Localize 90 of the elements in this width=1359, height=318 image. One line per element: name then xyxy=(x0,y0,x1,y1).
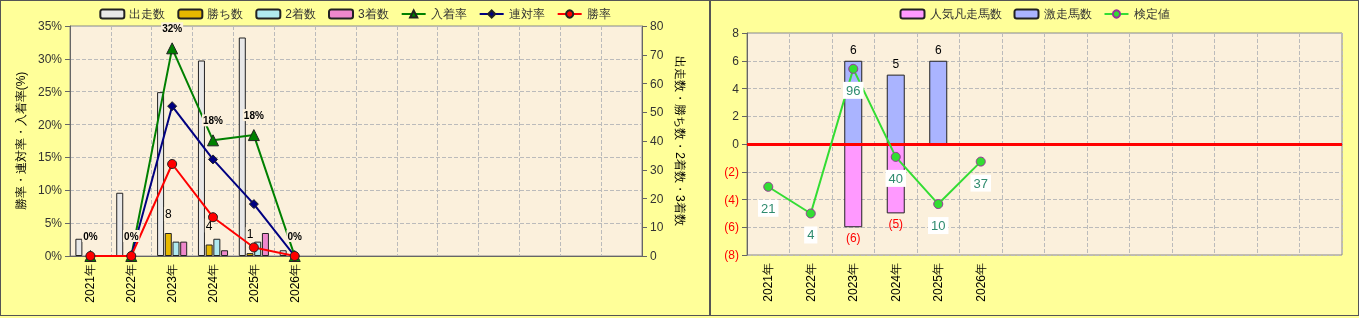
y2-tick-label: 50 xyxy=(650,105,664,120)
y-tick-label: 25% xyxy=(37,84,63,99)
y-tick-label: 20% xyxy=(37,117,63,132)
y2-tick-label: 40 xyxy=(650,134,664,148)
y-tick-label: 5% xyxy=(44,216,63,231)
data-label: 1 xyxy=(246,227,254,242)
bar xyxy=(886,74,905,144)
x-tick-label: 2022年 xyxy=(124,264,139,303)
data-label: (5) xyxy=(888,217,904,232)
point xyxy=(208,154,218,165)
point xyxy=(166,42,179,55)
legend-label: 人気凡走馬数 xyxy=(929,7,1002,21)
point xyxy=(805,208,816,219)
bar xyxy=(75,238,83,256)
y2-tick-label: 10 xyxy=(650,220,664,235)
data-label: 32% xyxy=(162,22,183,34)
y2-tick-label: 80 xyxy=(650,19,664,33)
data-label: 18% xyxy=(202,114,224,126)
data-label: (6) xyxy=(845,231,861,246)
data-label: 96 xyxy=(846,82,861,98)
point xyxy=(933,199,944,210)
y-axis-title: 勝率・連対率・入着率(%) xyxy=(14,71,29,211)
x-tick-label: 2025年 xyxy=(931,263,946,302)
y-tick-label: 2 xyxy=(732,109,740,124)
data-label: 5 xyxy=(892,56,900,71)
y-tick-label: 10% xyxy=(37,183,63,198)
y-tick-label: (8) xyxy=(724,248,739,262)
y2-tick-label: 20 xyxy=(650,191,664,206)
y-tick-label: 6 xyxy=(732,53,740,68)
x-tick-label: 2023年 xyxy=(165,264,180,303)
legend-label: 検定値 xyxy=(1133,7,1170,21)
x-tick-label: 2024年 xyxy=(206,264,220,303)
y2-tick-label: 60 xyxy=(650,76,664,91)
legend-label: 3着数 xyxy=(358,7,389,21)
x-tick-label: 2021年 xyxy=(761,263,776,302)
point xyxy=(207,134,219,147)
legend-label: 激走馬数 xyxy=(1043,7,1092,21)
point xyxy=(848,63,859,74)
data-label: 4 xyxy=(205,218,213,233)
bar xyxy=(844,144,863,228)
bar xyxy=(929,60,948,144)
y2-tick-label: 0 xyxy=(650,249,657,263)
point xyxy=(763,181,774,192)
data-label: 8 xyxy=(164,207,172,221)
legend-label: 入着率 xyxy=(430,7,467,21)
y2-tick-label: 70 xyxy=(650,47,664,62)
y-tick-label: 4 xyxy=(732,81,740,96)
y-tick-label: 8 xyxy=(732,26,740,40)
y-tick-label: 35% xyxy=(37,19,63,33)
x-tick-label: 2025年 xyxy=(246,264,261,303)
point xyxy=(247,129,260,142)
point xyxy=(208,212,218,223)
data-label: 40 xyxy=(888,170,903,186)
y-tick-label: (6) xyxy=(724,220,739,235)
point xyxy=(248,199,259,210)
y-tick-label: (2) xyxy=(724,164,739,179)
y-tick-label: 0% xyxy=(44,249,63,263)
legend-label: 勝ち数 xyxy=(207,7,244,21)
point xyxy=(248,242,259,253)
point xyxy=(167,159,178,169)
y-tick-label: 0 xyxy=(732,137,740,151)
data-label: 21 xyxy=(761,200,776,216)
data-label: 10 xyxy=(931,218,946,234)
x-tick-label: 2026年 xyxy=(973,263,988,302)
point xyxy=(167,101,178,112)
y2-tick-label: 30 xyxy=(650,162,664,177)
data-label: 6 xyxy=(849,42,857,57)
data-label: 37 xyxy=(973,175,988,191)
x-tick-label: 2023年 xyxy=(846,263,861,302)
x-tick-label: 2021年 xyxy=(83,264,98,303)
y2-axis-title: 出走数・勝ち数・2着数・3着数 xyxy=(673,56,688,226)
legend-label: 2着数 xyxy=(285,7,317,21)
legend-label: 勝率 xyxy=(586,7,611,21)
data-label: 6 xyxy=(934,42,942,57)
point xyxy=(890,151,901,162)
x-tick-label: 2022年 xyxy=(803,263,818,302)
data-label: 0% xyxy=(287,230,303,242)
y-tick-label: 30% xyxy=(37,51,63,66)
legend-label: 出走数 xyxy=(129,7,166,21)
x-tick-label: 2024年 xyxy=(888,263,903,302)
legend-label: 連対率 xyxy=(508,7,545,21)
data-label: 18% xyxy=(243,109,264,121)
data-label: 0% xyxy=(83,230,98,242)
data-label: 0% xyxy=(124,230,139,242)
x-tick-label: 2026年 xyxy=(287,264,302,303)
point xyxy=(975,156,986,167)
y-tick-label: 15% xyxy=(37,150,63,165)
y-tick-label: (4) xyxy=(724,192,739,207)
bar xyxy=(116,192,124,256)
data-label: 4 xyxy=(807,227,815,243)
